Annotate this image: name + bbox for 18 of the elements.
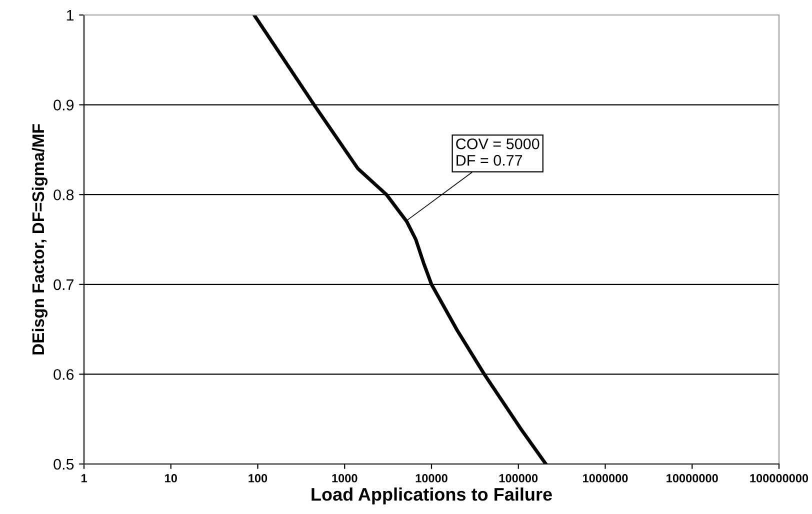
y-tick-label: 0.9 bbox=[54, 100, 74, 110]
x-tick-label: 10000 bbox=[416, 474, 448, 482]
x-tick-label: 100000 bbox=[499, 474, 538, 482]
x-tick-label: 10 bbox=[165, 474, 177, 482]
y-tick-label: 0.8 bbox=[54, 189, 74, 200]
x-tick-label: 1000000 bbox=[583, 474, 628, 482]
x-tick-label: 1 bbox=[81, 474, 87, 482]
x-tick-label: 10000000 bbox=[666, 474, 718, 482]
y-tick-label: 0.7 bbox=[54, 279, 74, 290]
y-tick-label: 1 bbox=[66, 10, 74, 21]
annotation: COV = 5000 DF = 0.77 bbox=[456, 138, 540, 166]
y-tick-label: 0.5 bbox=[54, 458, 74, 470]
x-axis-title: Load Applications to Failure bbox=[312, 488, 552, 504]
x-tick-label: 1000 bbox=[332, 474, 358, 482]
y-axis-title: DEisgn Factor, DF=Sigma/MF bbox=[32, 124, 48, 354]
y-tick-label: 0.6 bbox=[54, 369, 74, 380]
x-tick-label: 100 bbox=[248, 474, 268, 482]
x-tick-label: 100000000 bbox=[750, 474, 808, 482]
